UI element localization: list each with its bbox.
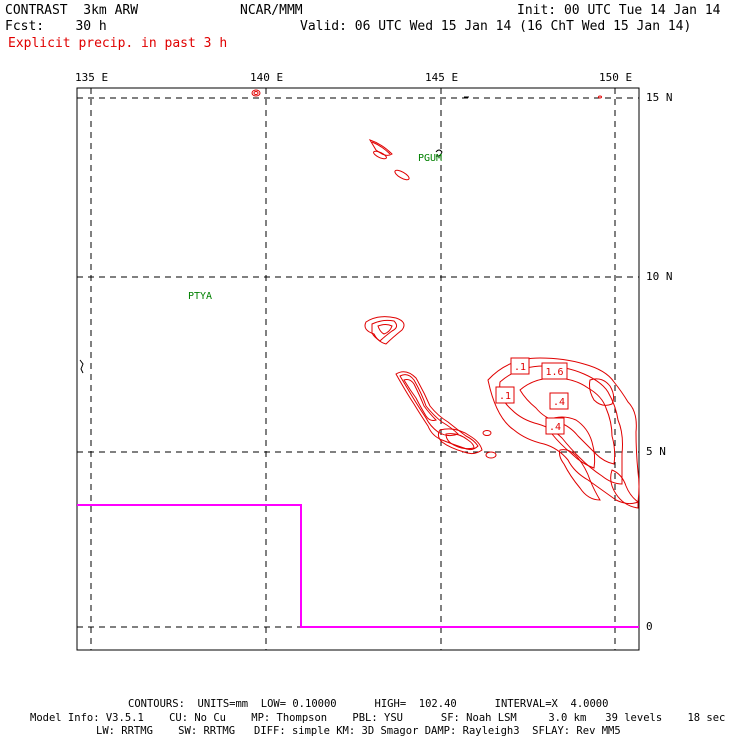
contour-label-box-5: [545, 417, 565, 435]
contour-label-1: .1: [514, 362, 526, 373]
contour-cluster-mid-2: [371, 319, 398, 342]
model-info-line2: LW: RRTMG SW: RRTMG DIFF: simple KM: 3D …: [96, 725, 621, 737]
contour-label-3: .1: [499, 391, 511, 402]
contour-label-box-1: [510, 357, 530, 375]
contour-label-box-3: [495, 386, 515, 404]
model-info-line1: Model Info: V3.5.1 CU: No Cu MP: Thompso…: [30, 712, 726, 724]
contour-band-2: [399, 374, 459, 437]
org-label: NCAR/MMM: [240, 3, 303, 18]
contour-band-4: [437, 428, 483, 455]
contour-label-texts: .1 1.6 .1 .4 .4: [499, 362, 565, 433]
contour-east-3: [519, 377, 616, 465]
contour-guam-2: [371, 141, 391, 155]
map-frame: [76, 87, 640, 651]
lat-label-0: 0: [646, 620, 653, 633]
contour-tiny: [598, 95, 602, 99]
contour-band-3: [403, 379, 437, 421]
coastline-guam: [435, 149, 443, 157]
field-title: Explicit precip. in past 3 h: [8, 36, 228, 51]
contour-label-2: 1.6: [545, 367, 563, 378]
coastline-palau: [79, 359, 84, 374]
contour-label-5: .4: [549, 422, 561, 433]
contour-east-5: [559, 449, 601, 501]
contour-guam-4: [394, 169, 410, 181]
init-time: Init: 00 UTC Tue 14 Jan 14: [517, 3, 721, 18]
contour-east-outer: [487, 357, 640, 505]
contour-east-2: [499, 365, 623, 485]
lat-label-5n: 5 N: [646, 445, 666, 458]
contour-guam-3: [373, 150, 387, 160]
contour-top-left-inner: [253, 91, 259, 95]
precip-contours: [251, 89, 640, 509]
contour-blob-1: [485, 451, 497, 459]
lat-label-10n: 10 N: [646, 270, 673, 283]
lon-label-135e: 135 E: [75, 71, 109, 84]
contour-band-1: [395, 371, 479, 451]
lon-label-140e: 140 E: [250, 71, 284, 84]
contour-cluster-mid-3: [377, 324, 393, 335]
contour-label-4: .4: [553, 397, 565, 408]
contour-label-box-2: [541, 362, 568, 380]
forecast-hour: Fcst: 30 h: [5, 19, 107, 34]
contour-label-box-4: [549, 392, 569, 410]
station-ptya: PTYA: [188, 291, 212, 302]
lat-label-15n: 15 N: [646, 91, 673, 104]
coastlines: [79, 96, 469, 374]
contour-east-edge: [610, 469, 639, 509]
contour-blob-2: [482, 430, 492, 436]
station-pgum: PGUM: [418, 153, 442, 164]
lon-label-150e: 150 E: [599, 71, 633, 84]
contour-top-left: [251, 89, 261, 97]
station-labels: PGUM PTYA: [188, 153, 442, 302]
contour-info: CONTOURS: UNITS=mm LOW= 0.10000 HIGH= 10…: [128, 698, 609, 710]
contour-band-5: [445, 433, 475, 450]
lon-label-145e: 145 E: [425, 71, 459, 84]
nest-boundary: [77, 504, 639, 628]
contour-east-6: [589, 378, 615, 406]
contour-label-boxes: [495, 357, 569, 435]
valid-time: Valid: 06 UTC Wed 15 Jan 14 (16 ChT Wed …: [300, 19, 692, 34]
model-title: CONTRAST 3km ARW: [5, 3, 139, 18]
